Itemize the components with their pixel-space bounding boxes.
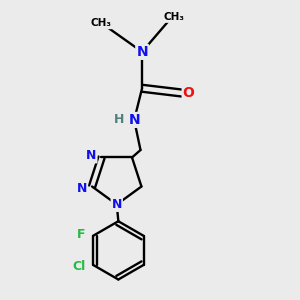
Text: CH₃: CH₃ — [163, 12, 184, 22]
Text: Cl: Cl — [72, 260, 86, 273]
Text: F: F — [77, 228, 85, 241]
Text: N: N — [86, 149, 97, 162]
Text: CH₃: CH₃ — [90, 18, 111, 28]
Text: N: N — [77, 182, 87, 195]
Text: O: O — [183, 86, 195, 100]
Text: N: N — [112, 198, 122, 211]
Text: H: H — [114, 113, 124, 126]
Text: N: N — [136, 45, 148, 59]
Text: N: N — [129, 113, 141, 127]
